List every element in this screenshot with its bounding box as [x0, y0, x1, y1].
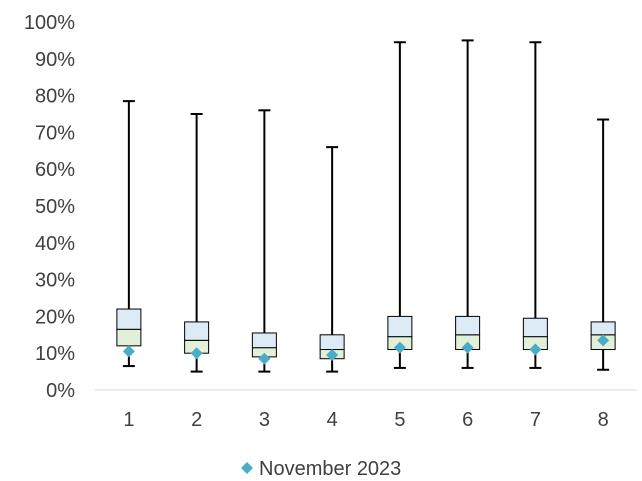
y-tick-label: 30%: [35, 270, 75, 292]
november-2023-marker: [461, 341, 474, 354]
x-tick-label: 4: [327, 409, 338, 431]
y-tick-label: 90%: [35, 49, 75, 71]
x-tick-label: 1: [123, 409, 134, 431]
november-2023-series: [122, 334, 610, 365]
upper-box: [387, 315, 413, 338]
x-tick-label: 2: [191, 409, 202, 431]
box-3: [251, 109, 277, 373]
november-2023-marker: [326, 349, 339, 362]
y-tick-label: 60%: [35, 159, 75, 181]
box-8: [590, 118, 616, 371]
box-7: [522, 41, 548, 369]
y-tick-label: 10%: [35, 343, 75, 365]
box-plot-series: [116, 39, 616, 373]
upper-box: [590, 321, 616, 336]
legend-diamond-icon: [241, 462, 253, 474]
box-1: [116, 100, 142, 368]
y-tick-label: 20%: [35, 306, 75, 328]
november-2023-marker: [597, 334, 610, 347]
x-axis-tick-labels: 1 2 3 4 5 6 7 8: [123, 409, 608, 431]
box-2: [184, 113, 210, 373]
y-tick-label: 40%: [35, 233, 75, 255]
november-2023-marker: [122, 345, 135, 358]
november-2023-marker: [190, 347, 203, 360]
lower-box: [116, 328, 142, 347]
x-tick-label: 5: [394, 409, 405, 431]
y-tick-label: 50%: [35, 196, 75, 218]
legend: November 2023: [241, 458, 401, 480]
november-2023-marker: [393, 341, 406, 354]
upper-box: [455, 315, 481, 336]
upper-box: [319, 334, 345, 351]
x-tick-label: 6: [462, 409, 473, 431]
november-2023-marker: [258, 352, 271, 365]
x-tick-label: 8: [598, 409, 609, 431]
box-6: [455, 39, 481, 369]
y-tick-label: 80%: [35, 86, 75, 108]
november-2023-marker: [529, 343, 542, 356]
upper-box: [251, 332, 277, 349]
legend-label: November 2023: [259, 458, 401, 480]
box-4: [319, 146, 345, 373]
y-axis-tick-labels: 0% 10% 20% 30% 40% 50% 60% 70% 80% 90% 100%: [24, 12, 75, 402]
x-tick-label: 7: [530, 409, 541, 431]
y-tick-label: 70%: [35, 122, 75, 144]
y-tick-label: 100%: [24, 12, 75, 34]
x-tick-label: 3: [259, 409, 270, 431]
upper-box: [522, 317, 548, 338]
upper-box: [184, 321, 210, 341]
box-5: [387, 41, 413, 369]
upper-box: [116, 308, 142, 330]
y-tick-label: 0%: [46, 380, 75, 402]
